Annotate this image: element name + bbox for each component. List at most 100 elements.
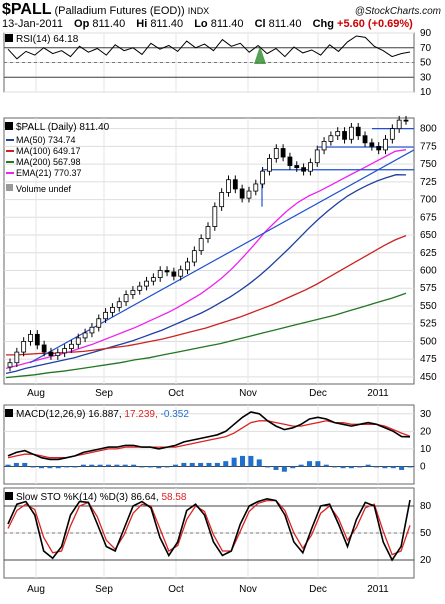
legend-label: EMA(21) 770.37 [16, 168, 82, 178]
y-tick-label: 675 [420, 212, 437, 223]
close-value: 811.40 [268, 18, 302, 30]
sto-title: Slow STO %K(14) %D(3) 86.64, 58.58 [16, 492, 187, 503]
rsi-title: RSI(14) 64.18 [16, 34, 79, 45]
sto-title-d: 58.58 [161, 492, 186, 503]
rsi-panel: 10 30 50 70 90 RSI(14) 64.18 [3, 28, 432, 98]
macd-histogram-bar [122, 464, 128, 467]
candle-body [130, 289, 136, 296]
macd-histogram-bar [189, 462, 195, 467]
y-tick-label: 725 [420, 177, 437, 188]
candle-body [62, 348, 68, 354]
open-value: 811.40 [92, 18, 126, 30]
candle-body [226, 179, 231, 193]
volume-legend-swatch [6, 184, 13, 191]
candle-body [198, 238, 204, 252]
candle-body [150, 277, 156, 282]
macd-histogram-bar [164, 466, 170, 468]
macd-histogram-bar [139, 466, 145, 468]
candle-body [362, 135, 368, 144]
candle-body [287, 156, 293, 166]
candle-body [96, 318, 102, 328]
candle-body [348, 126, 354, 140]
macd-histogram-bar [399, 466, 405, 470]
candle-body [171, 271, 177, 277]
x-tick-label: Oct [168, 388, 184, 399]
y-tick-label: 625 [420, 248, 437, 259]
macd-histogram-bar [89, 464, 95, 467]
macd-histogram-bar [114, 464, 120, 467]
candle-body [21, 341, 27, 353]
macd-histogram-bar [97, 464, 103, 467]
y-tick-label: 800 [420, 124, 437, 135]
macd-histogram-bar [198, 462, 204, 467]
candle-body [41, 344, 47, 353]
macd-histogram-bar [290, 466, 296, 469]
y-tick-label: 10 [420, 87, 432, 98]
instrument-name: (Palladium Futures (EOD)) [54, 5, 185, 17]
macd-legend-swatch [5, 409, 13, 417]
candle-body [185, 261, 190, 271]
legend-label: MA(200) 567.98 [16, 157, 81, 167]
candle-body [144, 280, 149, 287]
candle-body [246, 190, 252, 199]
y-tick-label: 475 [420, 354, 437, 365]
candle-body [294, 165, 300, 169]
macd-histogram-bar [281, 466, 287, 472]
candle-body [103, 311, 108, 320]
panel-frame [3, 404, 415, 485]
y-tick-label: 20 [420, 426, 432, 437]
y-tick-label: 30 [420, 72, 432, 83]
macd-histogram-bar [173, 464, 178, 467]
macd-histogram-bar [315, 461, 321, 467]
x-tick-label: Aug [27, 584, 45, 595]
candle-body [178, 269, 184, 277]
y-tick-label: 525 [420, 319, 437, 330]
overlay-ema-21- [5, 149, 407, 370]
y-tick-label: 550 [420, 301, 437, 312]
y-tick-label: 775 [420, 141, 437, 152]
candle-body [7, 362, 13, 368]
open-label: Op [74, 18, 90, 30]
macd-histogram-bar [106, 464, 111, 467]
macd-histogram-bar [72, 466, 78, 468]
macd-histogram-bar [147, 466, 153, 468]
y-tick-label: 50 [420, 528, 432, 539]
candle-body [75, 337, 81, 345]
macd-histogram-bar [13, 462, 19, 467]
macd-histogram-bar [323, 464, 329, 467]
candle-body [157, 270, 163, 278]
candle-body [34, 333, 40, 346]
volume-label: Volume undef [16, 184, 72, 194]
candle-body [28, 333, 33, 342]
candle-body [205, 226, 211, 239]
macd-histogram-bar [231, 457, 237, 467]
y-tick-label: 700 [420, 195, 437, 206]
macd-histogram-bar [390, 466, 396, 469]
candle-body [383, 138, 388, 151]
candle-body [301, 167, 306, 172]
candle-body [212, 206, 218, 227]
rsi-legend-swatch [5, 34, 13, 42]
candle-body [110, 306, 115, 313]
macd-histogram-bar [131, 464, 137, 467]
macd-histogram-bar [55, 466, 61, 469]
overlay-ma-50- [5, 174, 407, 375]
candle-body [328, 135, 334, 142]
macd-histogram-bar [298, 464, 304, 467]
macd-title-signal: 17.239, [124, 409, 160, 420]
macd-histogram-bar [348, 466, 354, 469]
sto-k-line [7, 497, 411, 562]
y-tick-label: 70 [420, 43, 432, 54]
y-tick-label: 20 [420, 555, 432, 566]
macd-histogram-bar [382, 466, 388, 469]
macd-histogram-bar [206, 462, 212, 467]
candle-body [137, 285, 143, 291]
candle-body [369, 142, 375, 147]
candle-body [69, 343, 74, 349]
y-tick-label: 575 [420, 283, 437, 294]
macd-histogram-bar [223, 461, 229, 467]
y-tick-label: 750 [420, 159, 437, 170]
candle-body [219, 192, 225, 208]
x-tick-label: Nov [239, 388, 257, 399]
